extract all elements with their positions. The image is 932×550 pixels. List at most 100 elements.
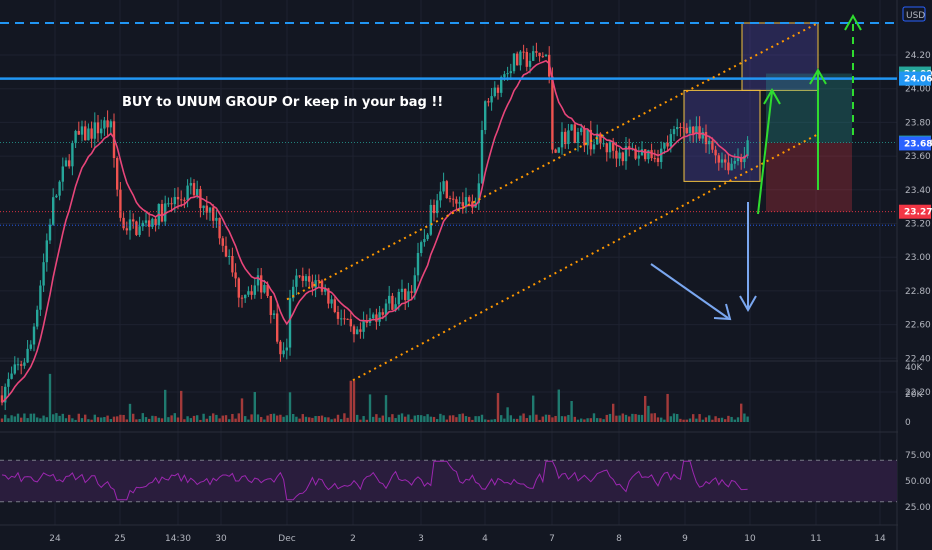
candle-body: [471, 201, 474, 208]
volume-bar: [189, 418, 192, 422]
candle-body: [509, 71, 512, 74]
candle-body: [55, 195, 58, 198]
candle-body: [573, 124, 576, 143]
candle-body: [676, 127, 679, 130]
candle-body: [413, 275, 416, 293]
candle-body: [346, 318, 349, 320]
volume-bar: [503, 418, 506, 422]
candle-body: [167, 203, 170, 205]
volume-bar: [599, 418, 602, 422]
volume-bar: [71, 418, 74, 422]
volume-bar: [135, 419, 138, 422]
volume-bar: [397, 414, 400, 422]
currency-label: USD: [906, 11, 925, 21]
volume-bar: [384, 395, 388, 422]
candle-body: [192, 183, 196, 196]
candle-body: [714, 149, 717, 156]
volume-bar: [362, 416, 365, 422]
candle-body: [448, 198, 452, 200]
volume-bar: [336, 414, 340, 422]
candle-body: [272, 313, 276, 315]
volume-bar: [173, 413, 176, 422]
volume-bar: [375, 414, 378, 422]
volume-bar: [650, 413, 653, 422]
candle-body: [202, 205, 205, 209]
candle-body: [311, 281, 314, 288]
price-tick-label: 22.80: [905, 287, 931, 297]
volume-bar: [112, 416, 116, 422]
volume-bar: [490, 419, 493, 422]
volume-bar: [436, 419, 439, 422]
candle-body: [240, 297, 244, 299]
candle-body: [160, 203, 164, 222]
price-tick-label: 23.40: [905, 186, 931, 196]
time-tick-label: 8: [616, 534, 622, 544]
volume-bar: [493, 419, 496, 422]
volume-bar: [509, 415, 512, 422]
volume-bar: [506, 407, 509, 422]
candle-body: [404, 288, 407, 301]
volume-bar: [340, 419, 343, 422]
candle-body: [170, 203, 173, 205]
candle-body: [304, 276, 308, 281]
volume-bar: [487, 419, 490, 422]
volume-bar: [404, 416, 407, 422]
candle-body: [692, 126, 695, 134]
candle-body: [388, 295, 391, 304]
volume-bar: [103, 417, 106, 422]
candle-body: [506, 73, 509, 75]
candle-body: [36, 309, 39, 327]
candle-body: [634, 148, 637, 159]
volume-bar: [388, 417, 391, 422]
candle-body: [397, 291, 400, 305]
candle-body: [45, 240, 48, 263]
volume-bar: [109, 419, 112, 422]
volume-tick-label: 20K: [905, 390, 923, 400]
candle-body: [711, 140, 714, 150]
price-tick-label: 24.00: [905, 85, 931, 95]
candle-body: [324, 288, 327, 292]
candle-body: [77, 130, 80, 135]
volume-bar: [372, 416, 375, 422]
volume-bar: [26, 418, 29, 422]
price-tag-label: 24.06: [904, 75, 932, 85]
candle-body: [340, 318, 343, 320]
volume-bar: [704, 417, 708, 422]
volume-bar: [733, 419, 736, 422]
volume-bar: [96, 417, 100, 422]
volume-bar: [640, 414, 644, 422]
volume-bar: [234, 418, 237, 422]
candle-body: [186, 185, 189, 201]
volume-bar: [522, 413, 525, 422]
rsi-line: [1, 460, 748, 501]
volume-bar: [717, 418, 720, 422]
time-tick-label: 24: [49, 534, 61, 544]
candle-body: [663, 142, 666, 149]
candle-body: [308, 276, 311, 282]
volume-bar: [448, 415, 452, 422]
candle-body: [503, 74, 506, 78]
candle-body: [429, 204, 432, 235]
candle-body: [29, 344, 32, 349]
volume-bar: [304, 416, 308, 422]
price-tick-label: 22.40: [905, 354, 931, 364]
candle-body: [647, 150, 650, 160]
candle-body: [679, 127, 682, 129]
candle-body: [288, 298, 292, 348]
volume-bar: [167, 417, 170, 422]
candle-body: [500, 77, 503, 93]
candle-body: [212, 207, 215, 221]
candle-body: [551, 76, 554, 150]
price-axis-bg: [898, 0, 932, 550]
candle-body: [256, 275, 260, 286]
volume-bar: [52, 414, 55, 422]
candle-body: [247, 291, 250, 295]
candle-body: [87, 128, 90, 141]
candle-body: [416, 252, 420, 276]
volume-bar: [727, 415, 730, 422]
volume-bar: [695, 418, 698, 422]
volume-bar: [199, 419, 202, 422]
candle-body: [144, 220, 148, 223]
volume-bar: [164, 389, 167, 422]
